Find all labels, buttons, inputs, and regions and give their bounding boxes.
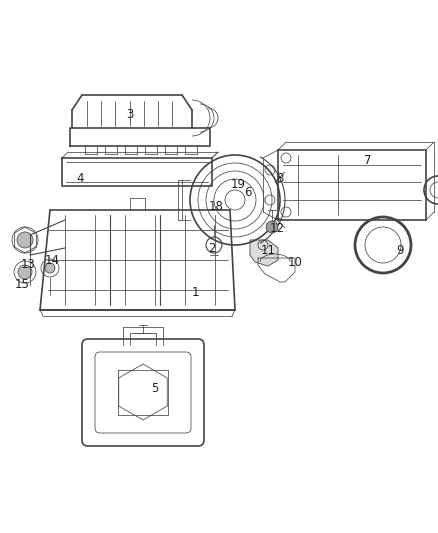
Text: 11: 11 xyxy=(261,244,276,256)
Circle shape xyxy=(17,232,33,248)
Text: 12: 12 xyxy=(269,222,285,235)
Text: 5: 5 xyxy=(151,382,159,394)
Circle shape xyxy=(45,263,55,273)
Text: 2: 2 xyxy=(208,241,216,254)
Text: 18: 18 xyxy=(208,200,223,214)
Text: 3: 3 xyxy=(126,109,134,122)
Polygon shape xyxy=(250,240,278,266)
Text: 7: 7 xyxy=(364,154,372,166)
Text: 1: 1 xyxy=(191,286,199,298)
Text: 8: 8 xyxy=(276,172,284,184)
Text: 13: 13 xyxy=(21,259,35,271)
Circle shape xyxy=(18,265,32,279)
Circle shape xyxy=(266,221,278,233)
Text: 14: 14 xyxy=(45,254,60,266)
Text: 15: 15 xyxy=(14,279,29,292)
Text: 6: 6 xyxy=(244,187,252,199)
Text: 10: 10 xyxy=(288,255,302,269)
Text: 4: 4 xyxy=(76,172,84,184)
Text: 9: 9 xyxy=(396,244,404,256)
Text: 19: 19 xyxy=(230,179,246,191)
